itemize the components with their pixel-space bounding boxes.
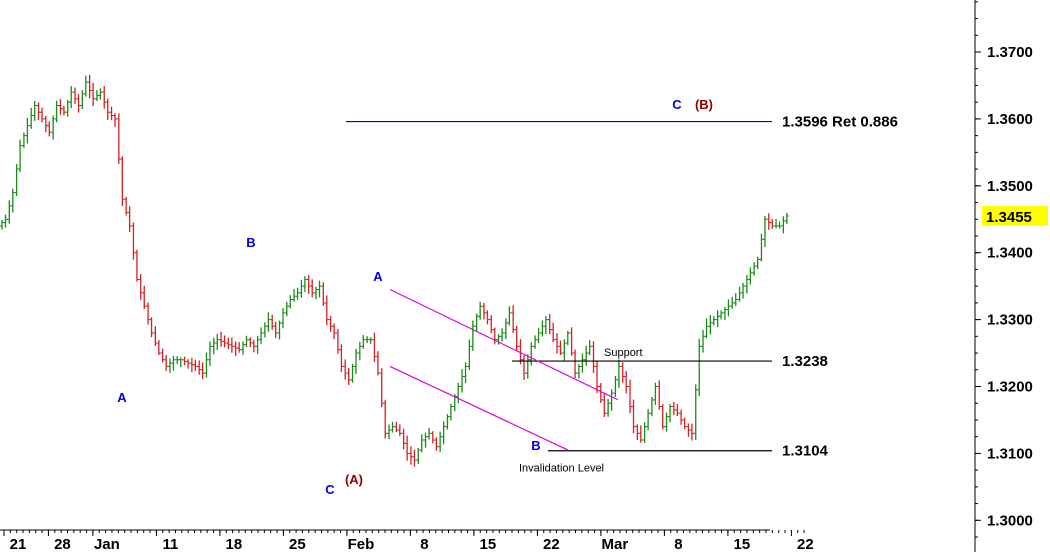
x-tick-label: Mar <box>602 536 629 552</box>
wave-label: (B) <box>695 97 713 112</box>
x-tick-label: 25 <box>289 536 306 552</box>
wave-label: (A) <box>345 472 363 487</box>
x-tick-label: Feb <box>348 536 375 552</box>
level-label: 1.3238 <box>782 353 828 370</box>
level-note: Invalidation Level <box>519 463 604 475</box>
x-tick-label: 11 <box>162 536 178 552</box>
last-price-box <box>982 205 1048 226</box>
price-levels: 1.3596 Ret 0.886 1.3238 Support 1.3104 Inval… <box>346 114 1048 475</box>
level-label: 1.3104 <box>782 443 829 460</box>
price-channel <box>389 288 619 451</box>
x-tick-label: 15 <box>734 536 751 552</box>
x-tick-label: 18 <box>226 536 243 552</box>
y-tick-label: 1.3500 <box>987 178 1033 195</box>
x-tick-label: 22 <box>543 536 560 552</box>
wave-label: C <box>672 97 682 112</box>
y-tick-label: 1.3600 <box>987 111 1033 128</box>
y-tick-label: 1.3700 <box>987 44 1033 61</box>
wave-label: A <box>117 390 127 405</box>
y-tick-label: 1.3000 <box>987 512 1033 529</box>
x-tick-label: 8 <box>674 536 682 552</box>
level-label: 1.3596 Ret 0.886 <box>782 114 898 131</box>
x-tick-label: Jan <box>94 536 120 552</box>
x-tick-label: 28 <box>54 536 71 552</box>
x-tick-label: 15 <box>480 536 497 552</box>
price-bars <box>0 74 789 467</box>
last-price-label: 1.3455 <box>986 209 1032 226</box>
wave-label: B <box>531 438 540 453</box>
x-tick-label: 22 <box>797 536 814 552</box>
wave-label: A <box>373 269 383 284</box>
channel-lower-line <box>389 365 569 451</box>
x-tick-label: 8 <box>420 536 428 552</box>
y-tick-label: 1.3100 <box>987 445 1033 462</box>
wave-label: B <box>246 235 255 250</box>
wave-label: C <box>325 482 335 497</box>
y-tick-label: 1.3300 <box>987 312 1033 329</box>
wave-labels: A B C (A) A B C (B) <box>117 97 713 497</box>
channel-upper-line <box>389 288 619 401</box>
y-tick-label: 1.3200 <box>987 379 1033 396</box>
y-tick-label: 1.3400 <box>987 245 1033 262</box>
x-tick-label: 21 <box>10 536 27 552</box>
level-note: Support <box>604 347 643 359</box>
